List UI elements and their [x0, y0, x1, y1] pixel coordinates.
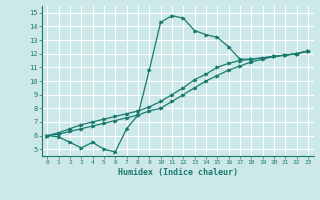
X-axis label: Humidex (Indice chaleur): Humidex (Indice chaleur)	[118, 168, 237, 177]
